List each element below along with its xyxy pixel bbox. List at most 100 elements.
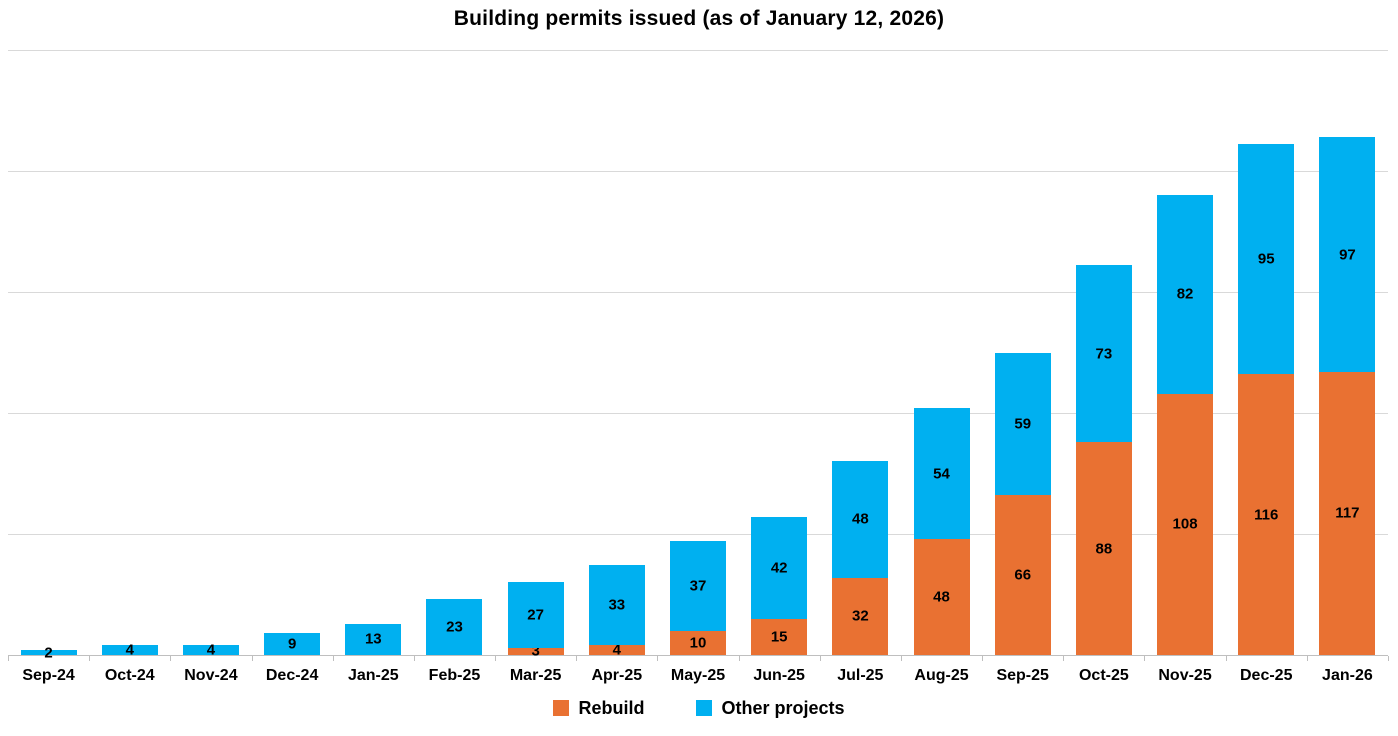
x-axis-label: Aug-25 xyxy=(914,667,969,684)
bar-segment-other-projects: 27 xyxy=(507,582,564,648)
axis-tick xyxy=(89,656,91,661)
x-axis-label: Nov-25 xyxy=(1158,667,1212,684)
x-axis-label: Jan-25 xyxy=(347,667,399,684)
data-label: 42 xyxy=(770,559,788,577)
legend-item-rebuild: Rebuild xyxy=(553,699,644,717)
axis-tick xyxy=(413,656,415,661)
bar-segment-other-projects: 82 xyxy=(1157,195,1214,394)
bar-segment-rebuild: 48 xyxy=(913,538,970,655)
data-label: 66 xyxy=(1014,566,1032,584)
bar-segment-other-projects: 4 xyxy=(101,641,158,659)
data-label: 15 xyxy=(770,628,788,646)
axis-tick xyxy=(1306,656,1308,661)
data-label: 116 xyxy=(1254,506,1279,524)
bar-segment-other-projects: 23 xyxy=(426,599,483,655)
bar-segment-rebuild: 4 xyxy=(588,641,645,659)
data-label: 48 xyxy=(933,588,950,606)
gridline xyxy=(8,412,1388,414)
data-label: 4 xyxy=(612,641,621,659)
x-axis-label: Dec-24 xyxy=(265,667,319,684)
legend-label: Other projects xyxy=(721,698,845,718)
data-label: 27 xyxy=(527,606,544,624)
bar-segment-other-projects: 37 xyxy=(670,541,726,631)
bar-segment-other-projects: 95 xyxy=(1238,144,1295,375)
data-label: 88 xyxy=(1095,540,1113,558)
data-label: 3 xyxy=(531,642,540,660)
data-label: 4 xyxy=(125,641,134,659)
bar-segment-rebuild: 116 xyxy=(1238,374,1295,655)
x-axis-label: May-25 xyxy=(670,667,726,684)
axis-tick xyxy=(657,656,659,661)
data-label: 73 xyxy=(1095,345,1113,363)
data-label: 82 xyxy=(1176,285,1194,303)
gridline xyxy=(8,49,1388,51)
axis-tick xyxy=(1225,656,1227,661)
axis-tick xyxy=(738,656,740,661)
bar-segment-other-projects: 54 xyxy=(913,408,970,539)
axis-tick xyxy=(1144,656,1146,661)
legend-item-other-projects: Other projects xyxy=(696,698,845,718)
x-axis-label: Sep-24 xyxy=(22,667,75,684)
data-label: 37 xyxy=(689,577,707,595)
x-axis-label: Dec-25 xyxy=(1239,667,1293,684)
x-axis-label: Sep-25 xyxy=(996,667,1049,684)
axis-tick xyxy=(576,656,578,661)
x-axis-label: Feb-25 xyxy=(428,667,481,684)
bar-segment-rebuild: 66 xyxy=(994,495,1051,655)
data-label: 2 xyxy=(44,644,53,662)
x-axis-label: Nov-24 xyxy=(184,667,238,684)
bar-segment-other-projects: 13 xyxy=(345,623,402,655)
data-label: 33 xyxy=(608,596,626,614)
x-axis-label: Jul-25 xyxy=(837,667,884,684)
axis-tick xyxy=(495,656,497,661)
axis-tick xyxy=(170,656,172,661)
bar-segment-rebuild: 108 xyxy=(1157,393,1214,655)
data-label: 23 xyxy=(446,618,463,636)
x-axis-label: Jun-25 xyxy=(753,667,805,684)
bar-segment-other-projects: 9 xyxy=(264,633,321,655)
bar-segment-other-projects: 73 xyxy=(1075,265,1132,443)
gridline xyxy=(8,170,1388,172)
data-label: 32 xyxy=(852,607,869,625)
axis-tick xyxy=(819,656,821,661)
legend-swatch-other-projects xyxy=(696,700,713,716)
data-label: 48 xyxy=(852,510,869,528)
bar-segment-other-projects: 48 xyxy=(832,461,889,578)
gridline xyxy=(8,291,1388,293)
legend-label: Rebuild xyxy=(578,698,645,718)
data-label: 9 xyxy=(287,635,297,653)
axis-tick xyxy=(251,656,253,661)
x-axis: Sep-24 Oct-24 Nov-24 Dec-24 Jan-25 Feb-25 Mar-… xyxy=(8,655,1389,697)
bar-segment-rebuild: 88 xyxy=(1075,442,1132,655)
data-label: 13 xyxy=(364,630,382,648)
x-axis-label: Mar-25 xyxy=(509,667,562,684)
x-axis-label: Apr-25 xyxy=(591,667,643,684)
bar-segment-other-projects: 59 xyxy=(994,352,1051,496)
x-axis-label: Oct-25 xyxy=(1078,667,1129,684)
plot-area: 2 4 4 9 13 23 3 27 4 33 10 37 15 42 32 48 48 54 66 59 88 73 10… xyxy=(8,49,1388,660)
data-label: 4 xyxy=(206,641,216,659)
axis-tick xyxy=(982,656,984,661)
gridline xyxy=(8,533,1388,535)
bar-segment-rebuild: 10 xyxy=(670,630,726,655)
data-label: 59 xyxy=(1014,415,1032,433)
data-label: 54 xyxy=(933,465,950,482)
legend-swatch-rebuild xyxy=(553,700,570,716)
bar-segment-rebuild: 15 xyxy=(751,618,808,655)
data-label: 95 xyxy=(1257,250,1275,268)
data-label: 10 xyxy=(689,634,707,652)
bar-segment-other-projects: 2 xyxy=(20,645,77,660)
axis-tick xyxy=(900,656,902,661)
axis-tick xyxy=(1388,656,1389,661)
bar-segment-rebuild: 3 xyxy=(507,644,564,659)
legend: Rebuild Other projects xyxy=(0,699,1398,717)
data-label: 117 xyxy=(1335,504,1360,522)
bar-segment-other-projects: 97 xyxy=(1319,137,1376,372)
axis-tick xyxy=(332,656,334,661)
data-label: 108 xyxy=(1172,515,1198,533)
axis-tick xyxy=(8,656,9,661)
bar-segment-other-projects: 33 xyxy=(588,565,645,646)
bar-segment-other-projects: 42 xyxy=(751,517,808,619)
x-axis-label: Jan-26 xyxy=(1322,667,1373,684)
